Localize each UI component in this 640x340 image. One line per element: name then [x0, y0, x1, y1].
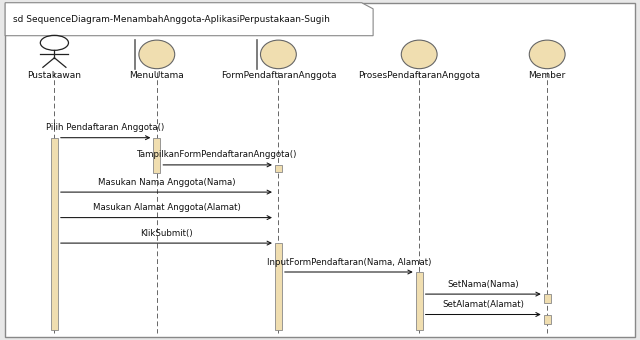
Ellipse shape [529, 40, 565, 69]
Ellipse shape [401, 40, 437, 69]
Ellipse shape [139, 40, 175, 69]
Text: Pilih Pendaftaran Anggota(): Pilih Pendaftaran Anggota() [47, 123, 164, 132]
Text: SetAlamat(Alamat): SetAlamat(Alamat) [442, 300, 524, 309]
Bar [154, 138, 160, 173]
Text: Member: Member [529, 71, 566, 80]
Bar [51, 138, 58, 330]
Bar [275, 243, 282, 330]
Text: InputFormPendaftaran(Nama, Alamat): InputFormPendaftaran(Nama, Alamat) [267, 258, 431, 267]
Bar [416, 272, 423, 330]
Bar [275, 165, 282, 172]
Text: SetNama(Nama): SetNama(Nama) [447, 280, 519, 289]
Text: sd SequenceDiagram-MenambahAnggota-AplikasiPerpustakaan-Sugih: sd SequenceDiagram-MenambahAnggota-Aplik… [13, 15, 330, 24]
Text: KlikSubmit(): KlikSubmit() [140, 229, 193, 238]
Text: MenuUtama: MenuUtama [129, 71, 184, 80]
Ellipse shape [260, 40, 296, 69]
Polygon shape [5, 3, 373, 36]
Text: Masukan Alamat Anggota(Alamat): Masukan Alamat Anggota(Alamat) [93, 203, 240, 212]
Text: TampilkanFormPendaftaranAnggota(): TampilkanFormPendaftaranAnggota() [138, 151, 298, 159]
Text: Masukan Nama Anggota(Nama): Masukan Nama Anggota(Nama) [98, 178, 235, 187]
Text: FormPendaftaranAnggota: FormPendaftaranAnggota [221, 71, 336, 80]
Text: Pustakawan: Pustakawan [28, 71, 81, 80]
Text: ProsesPendaftaranAnggota: ProsesPendaftaranAnggota [358, 71, 480, 80]
Bar [544, 314, 550, 324]
Bar [544, 294, 550, 303]
